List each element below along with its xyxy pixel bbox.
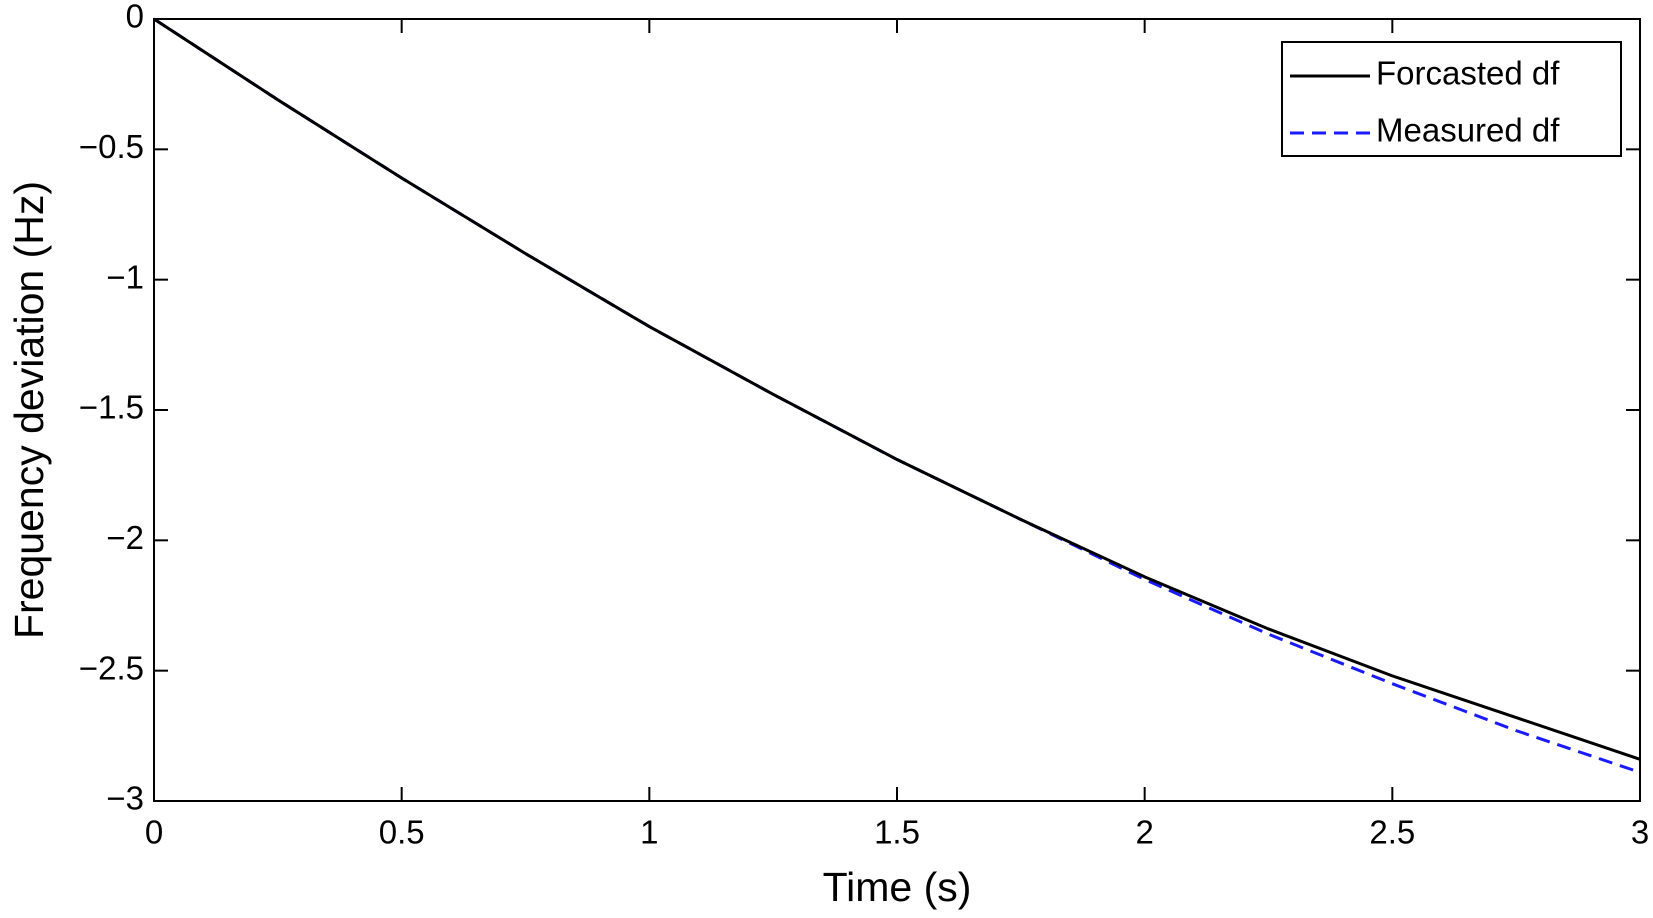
y-tick-label: −3	[106, 780, 144, 817]
x-tick-label: 1.5	[874, 814, 920, 851]
y-tick-label: 0	[126, 0, 144, 35]
y-tick-label: −0.5	[79, 128, 144, 165]
series-line	[153, 17, 1641, 761]
x-tick-label: 0	[145, 814, 163, 851]
x-axis-label: Time (s)	[823, 864, 972, 910]
x-tick-label: 0.5	[379, 814, 425, 851]
y-tick-label: −1	[106, 258, 144, 295]
legend-label: Measured df	[1376, 112, 1560, 149]
legend-label: Forcasted df	[1376, 55, 1560, 92]
y-tick-label: −2.5	[79, 649, 144, 686]
x-tick-label: 2.5	[1369, 814, 1415, 851]
x-tick-label: 1	[640, 814, 658, 851]
y-tick-label: −2	[106, 519, 144, 556]
y-tick-label: −1.5	[79, 389, 144, 426]
x-tick-label: 2	[1135, 814, 1153, 851]
y-axis-label: Frequency deviation (Hz)	[6, 181, 52, 639]
x-tick-label: 3	[1631, 814, 1649, 851]
legend-box	[1281, 41, 1622, 157]
